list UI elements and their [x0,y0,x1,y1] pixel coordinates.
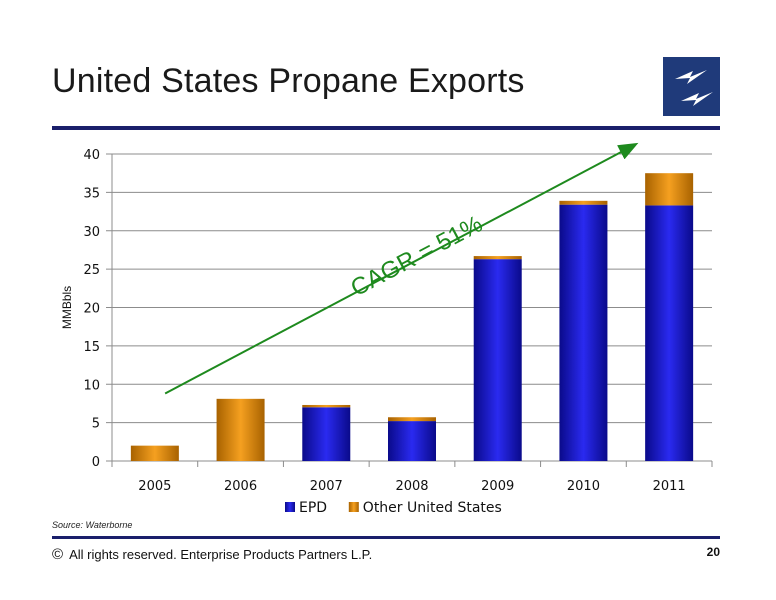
bar-other-united-states-swatch [348,502,359,512]
y-tick-label: 15 [83,340,100,355]
bar-other-united-states [130,445,179,461]
bar-epd [473,259,522,461]
y-tick-label: 0 [92,455,100,470]
bar-other-united-states [302,404,351,408]
y-tick-label: 5 [92,417,100,432]
x-tick-label: 2009 [481,479,514,494]
bar-other-united-states [216,398,265,461]
x-tick-label: 2010 [567,479,600,494]
bar-epd [645,205,694,461]
cagr-annotation: CAGR = 51% [346,210,487,302]
y-axis-label: MMBbls [60,286,74,329]
bar-epd-swatch [285,502,295,512]
bar-other-united-states [473,256,522,260]
company-logo [663,57,720,116]
x-tick-label: 2006 [224,479,257,494]
bar-epd [302,407,351,461]
slide-title: United States Propane Exports [52,62,525,100]
bars [130,173,694,461]
y-tick-label: 25 [83,263,100,278]
bar-other-united-states [645,173,694,206]
x-tick-label: 2007 [310,479,343,494]
legend: EPD Other United States [285,500,502,516]
y-tick-label: 35 [83,186,100,201]
y-tick-label: 10 [83,378,100,393]
propane-exports-chart: 0 5 10 15 20 25 30 35 40 2005 2006 2007 2008 2009 2010… [60,142,713,516]
copyright-symbol: © [52,546,64,563]
x-tick-label: 2005 [138,479,171,494]
y-tick-label: 20 [83,302,100,317]
page-number: 20 [706,545,720,559]
axes: 0 5 10 15 20 25 30 35 40 2005 2006 2007 2008 2009 2010… [83,148,713,494]
y-tick-label: 40 [83,148,100,163]
x-tick-label: 2008 [395,479,428,494]
bar-other-united-states [559,200,608,205]
legend-label: Other United States [363,500,502,516]
bar-other-united-states [388,417,436,422]
bar-epd [559,204,608,461]
legend-label: EPD [299,500,327,516]
copyright-text: All rights reserved. Enterprise Products… [69,547,373,562]
lightning-logo-icon [675,70,713,106]
bar-epd [388,421,436,461]
y-tick-label: 30 [83,225,100,240]
footer-rule [52,536,720,539]
gridlines [106,153,712,462]
cagr-trend-arrow [164,142,639,395]
source-note: Source: Waterborne [52,520,133,530]
header-rule [52,126,720,130]
copyright-line: © All rights reserved. Enterprise Product… [52,546,372,563]
x-tick-label: 2011 [653,479,686,494]
